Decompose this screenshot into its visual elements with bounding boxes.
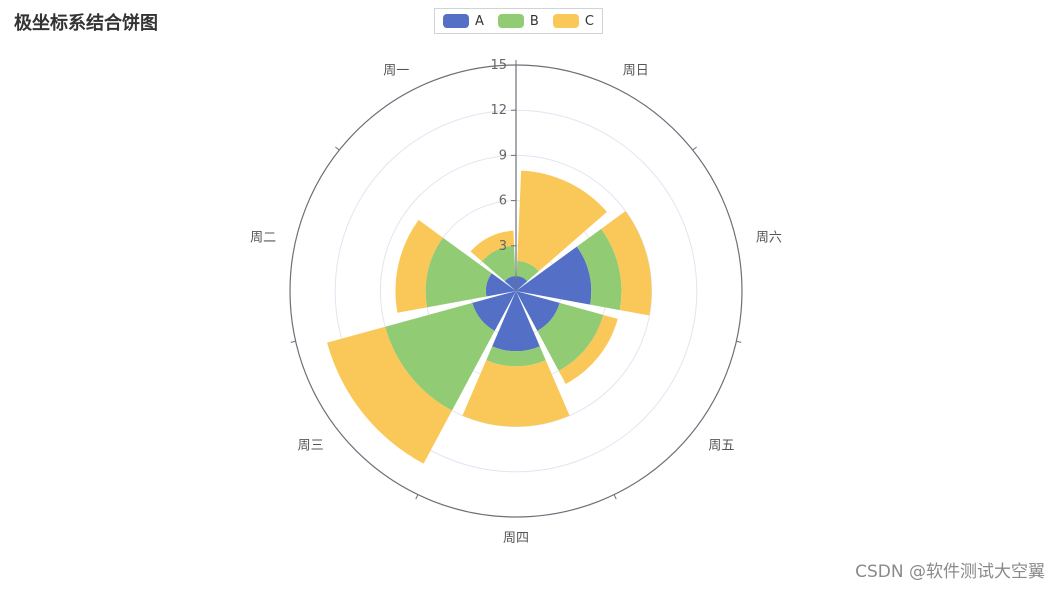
angle-axis-tick [692,146,697,151]
legend-item-c[interactable]: C [552,13,594,29]
radius-tick-label: 15 [490,58,507,73]
bar-b-6 [576,228,622,311]
angle-label-1: 周一 [383,63,409,78]
radius-tick-label: 3 [499,239,507,254]
legend-label-a: A [475,13,484,29]
bar-a-3 [472,291,516,331]
bar-b-4 [486,346,546,367]
bar-a-4 [492,291,540,352]
legend-swatch-c [552,14,579,28]
bar-c-2 [395,219,443,313]
bar-b-5 [537,302,604,371]
angle-label-5: 周五 [708,438,734,453]
angle-axis-tick [613,494,617,500]
bar-b-3 [385,302,495,411]
legend-item-a[interactable]: A [443,14,484,29]
legend-label-c: C [584,13,594,29]
legend-label-b: B [529,13,539,29]
bar-a-6 [516,246,592,305]
angle-label-6: 周六 [756,230,782,245]
bar-c-7 [517,170,607,272]
legend-swatch-a [443,14,469,28]
legend-item-b[interactable]: B [497,13,539,29]
bar-c-3 [327,326,453,464]
radius-tick-label: 6 [499,194,507,209]
radius-tick-label: 9 [499,148,507,163]
angle-axis-tick [290,340,296,343]
legend: A B C [434,8,603,34]
angle-axis-tick [736,340,742,343]
angle-label-3: 周三 [298,438,324,453]
bar-b-7 [516,260,539,282]
angle-label-2: 周二 [250,230,276,245]
chart-title: 极坐标系结合饼图 [14,13,158,34]
bar-a-1 [504,275,516,291]
bar-c-1 [470,230,515,262]
watermark: CSDN @软件测试大空翼 [855,562,1045,582]
bar-b-1 [481,245,516,282]
bar-a-7 [516,275,528,291]
bar-c-6 [601,211,652,316]
bar-c-5 [558,314,618,384]
bar-a-2 [485,273,516,297]
bar-a-5 [516,291,560,331]
bar-b-2 [425,237,492,308]
radius-tick-label: 12 [490,103,507,118]
bar-c-4 [462,360,570,427]
legend-swatch-b [497,14,524,28]
angle-axis-tick [335,146,340,151]
angle-axis-tick [415,494,419,500]
angle-label-7: 周日 [623,63,649,78]
angle-label-4: 周四 [503,531,529,546]
